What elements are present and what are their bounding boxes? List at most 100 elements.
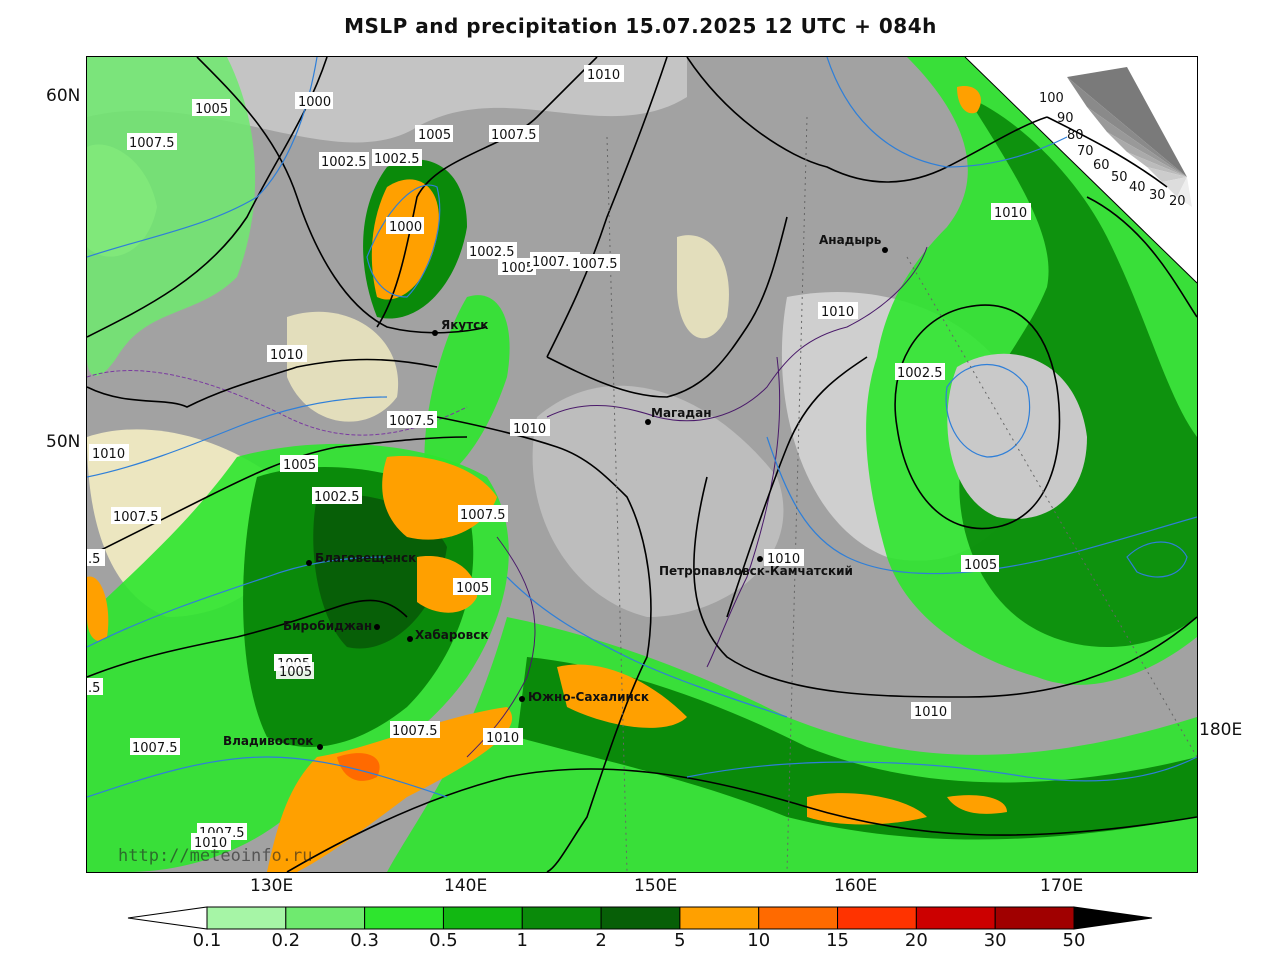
legend-max-arrow xyxy=(1073,906,1153,930)
isobar-label: 1007.5 xyxy=(129,136,175,151)
cloud-scale-label: 90 xyxy=(1057,111,1074,126)
isobar-label: 1005 xyxy=(195,102,228,117)
legend-tick-label: 1 xyxy=(516,930,528,951)
isobar-label: 1010 xyxy=(821,305,854,320)
isobar-label: 1002.5 xyxy=(897,366,943,381)
city-label-birobidzhan: Биробиджан xyxy=(283,619,372,633)
legend-color-box xyxy=(521,906,602,930)
lon-label-150e: 150E xyxy=(634,876,678,896)
city-label-magadan: Магадан xyxy=(651,406,712,420)
isobar-label: 1000 xyxy=(389,220,422,235)
cloud-scale-label: 60 xyxy=(1093,158,1110,173)
isobar-label: 1000 xyxy=(298,95,331,110)
legend-tick-label: 15 xyxy=(826,930,849,951)
isobar-label: 1010 xyxy=(914,705,947,720)
isobar-labels: 1010 1005 1000 1007.5 1002.5 1005 1007.5… xyxy=(87,65,1031,851)
cities: Якутск Магадан Анадырь Благовещенск Биро… xyxy=(223,233,888,750)
precip-very-intense xyxy=(337,753,380,781)
legend-tick-label: 20 xyxy=(904,930,928,951)
isobar-label: 1005 xyxy=(279,665,312,680)
isobar-label: 1002.5 xyxy=(374,152,420,167)
watermark: http://meteoinfo.ru xyxy=(118,846,313,866)
clear-sky-area xyxy=(287,311,399,422)
isobar-label: 1010 xyxy=(513,422,546,437)
legend-tick-label: 2 xyxy=(595,930,607,951)
legend-tick-label: 50 xyxy=(1062,930,1086,951)
isobar-label: 1007.5 xyxy=(460,508,506,523)
isobar-label: 1010 xyxy=(994,206,1027,221)
legend-color-box xyxy=(679,906,760,930)
isobar-label: 1005 xyxy=(283,458,316,473)
isobar-label: 1005 xyxy=(456,581,489,596)
lat-label-60n: 60N xyxy=(46,86,81,106)
legend-tick-label: 5 xyxy=(674,930,686,951)
legend-tick-label: 0.1 xyxy=(192,930,222,951)
city-label-yakutsk: Якутск xyxy=(441,318,488,332)
cloud-area xyxy=(532,385,784,617)
lat-label-50n: 50N xyxy=(46,432,81,452)
legend-color-box xyxy=(994,906,1075,930)
legend-color-box xyxy=(285,906,366,930)
clear-sky-area xyxy=(677,235,729,339)
city-label-yuzhno-sakhalinsk: Южно-Сахалинск xyxy=(528,690,649,704)
precip-intense xyxy=(371,179,439,300)
precip-intense xyxy=(807,793,927,825)
legend-tick-label: 0.2 xyxy=(271,930,301,951)
cloud-scale-label: 40 xyxy=(1129,180,1146,195)
lon-label-170e: 170E xyxy=(1040,876,1084,896)
precip-intense xyxy=(267,707,513,872)
lon-label-180e: 180E xyxy=(1199,720,1243,740)
legend-color-box xyxy=(206,906,287,930)
weather-map: 100 90 80 70 60 50 40 30 20 xyxy=(86,56,1198,873)
isobar-label: 1002.5 xyxy=(321,155,367,170)
city-label-petropavlovsk: Петропавловск-Камчатский xyxy=(659,564,853,578)
lon-label-160e: 160E xyxy=(834,876,878,896)
cloud-scale-label: 80 xyxy=(1067,128,1084,143)
precip-heavy xyxy=(517,657,1197,840)
isobar-label: 1007.5 xyxy=(132,741,178,756)
legend-color-box xyxy=(364,906,444,930)
cloud-scale-label: 100 xyxy=(1039,91,1064,106)
legend-min-arrow xyxy=(127,906,208,930)
city-marker xyxy=(432,330,438,336)
isobar-label: .5 xyxy=(88,552,100,567)
isobar-label: 1010 xyxy=(92,447,125,462)
cloud-scale-label: 20 xyxy=(1169,194,1186,209)
city-marker xyxy=(882,247,888,253)
isobar-label: 1007.5 xyxy=(491,128,537,143)
lon-label-130e: 130E xyxy=(250,876,294,896)
precip-intense xyxy=(87,576,109,641)
isobar-label: 1005 xyxy=(964,558,997,573)
city-marker xyxy=(407,636,413,642)
legend-tick-label: 10 xyxy=(747,930,771,951)
city-marker xyxy=(645,419,651,425)
legend-tick-label: 30 xyxy=(983,930,1007,951)
city-marker xyxy=(317,744,323,750)
precip-legend xyxy=(127,906,1153,930)
cloud-scale-label: 50 xyxy=(1111,170,1128,185)
isobar-label: 1007.5 xyxy=(389,414,435,429)
isobar-label: 1007.5 xyxy=(392,724,438,739)
domain-edge xyxy=(964,57,1197,284)
city-label-khabarovsk: Хабаровск xyxy=(415,628,489,642)
city-label-vladivostok: Владивосток xyxy=(223,734,313,748)
isobar-label: 1010 xyxy=(270,348,303,363)
cloud-cover-scale: 100 90 80 70 60 50 40 30 20 xyxy=(1039,67,1192,209)
legend-tick-label: 0.5 xyxy=(429,930,458,951)
legend-color-box xyxy=(442,906,523,930)
grid-lines xyxy=(606,116,1197,872)
cloud-area xyxy=(947,353,1087,519)
cloud-scale-label: 70 xyxy=(1077,144,1094,159)
legend-tick-label: 0.3 xyxy=(350,930,379,951)
isobar-label: 1002.5 xyxy=(314,490,360,505)
isobar-label: 1005 xyxy=(418,128,451,143)
legend-color-box xyxy=(915,906,996,930)
map-title: MSLP and precipitation 15.07.2025 12 UTC… xyxy=(344,14,937,38)
precip-intense xyxy=(957,86,981,114)
isobar-label: 1007.5 xyxy=(113,510,159,525)
precip-moderate xyxy=(424,295,510,487)
isobar-label: 1010 xyxy=(587,68,620,83)
isobar-label: 1010 xyxy=(194,836,227,851)
precip-intense xyxy=(947,795,1007,814)
city-marker xyxy=(374,624,380,630)
